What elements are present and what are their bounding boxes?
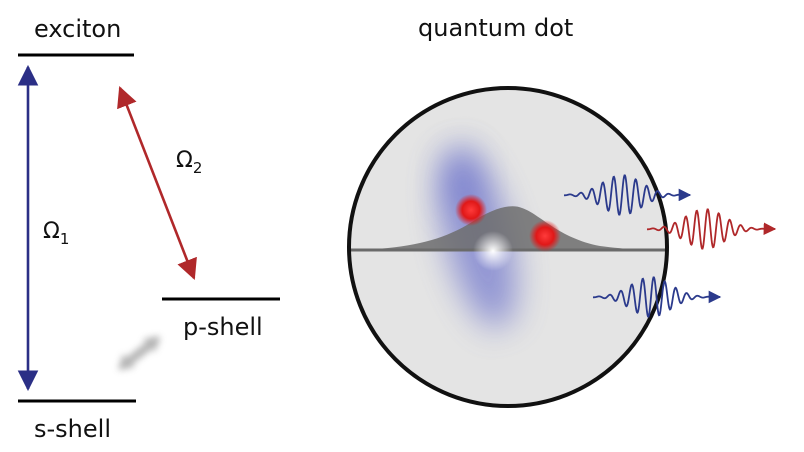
omega1-symbol: Ω [43, 219, 60, 244]
quantum-dot-outline [347, 86, 669, 408]
omega1-subscript: 1 [60, 230, 70, 248]
red-emission-wave-icon [646, 208, 777, 250]
omega2-label: Ω2 [176, 148, 202, 177]
carrier-dot-left [455, 194, 487, 226]
omega2-transition-arrow [117, 86, 197, 280]
blue-emission-wave-lower-icon [592, 276, 722, 318]
omega2-symbol: Ω [176, 148, 193, 173]
relaxation-arrow-icon [118, 336, 160, 370]
energy-level-diagram: exciton p-shell s-shell Ω1 Ω2 [17, 15, 280, 443]
s-shell-label: s-shell [34, 415, 111, 443]
omega1-label: Ω1 [43, 219, 69, 248]
p-shell-label: p-shell [183, 313, 263, 341]
center-glow [473, 231, 513, 271]
quantum-dot-panel: quantum dot [347, 14, 777, 408]
gaussian-wavefunction-profile [349, 206, 667, 250]
exciton-label: exciton [34, 15, 121, 43]
blue-emission-wave-upper-icon [563, 174, 692, 216]
carrier-dot-right [529, 220, 561, 252]
quantum-dot-title: quantum dot [418, 14, 573, 42]
omega2-subscript: 2 [193, 159, 203, 177]
